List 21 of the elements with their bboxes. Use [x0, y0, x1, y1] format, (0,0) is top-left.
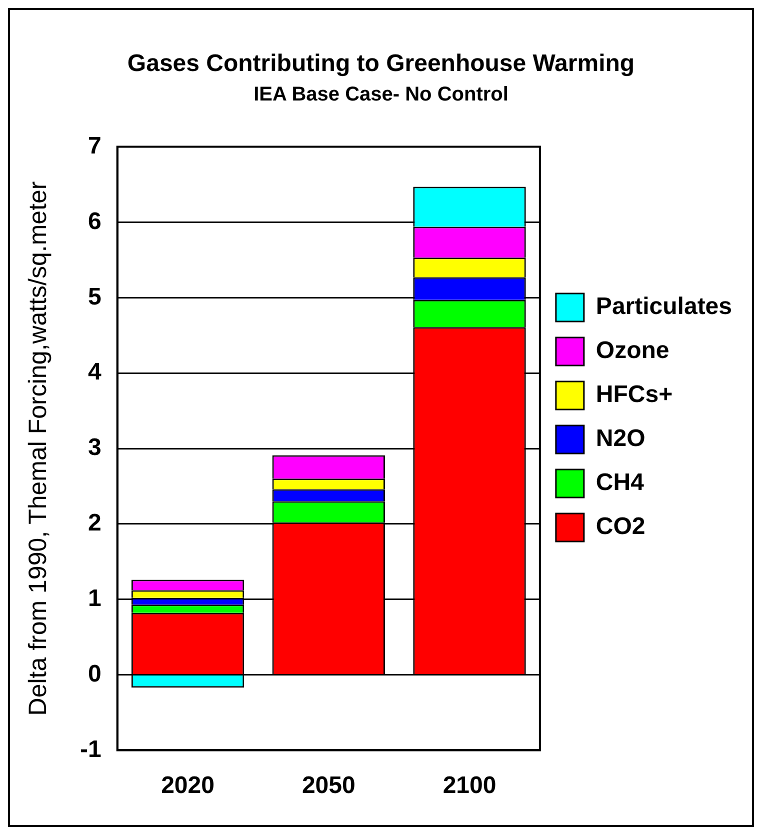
legend-label: Ozone — [596, 337, 670, 364]
legend-label: N2O — [596, 425, 646, 452]
chart-subtitle: IEA Base Case- No Control — [254, 83, 508, 106]
x-tick-label: 2050 — [302, 772, 356, 800]
y-tick-label: 3 — [88, 434, 102, 462]
y-tick-label: 4 — [88, 358, 102, 386]
y-tick-label: -1 — [80, 736, 102, 763]
x-tick-label: 2100 — [442, 772, 496, 800]
legend-label: CO2 — [596, 513, 646, 540]
y-tick-label: 7 — [88, 132, 102, 160]
y-tick-label: 1 — [88, 584, 102, 612]
x-tick-label: 2020 — [161, 772, 214, 800]
y-tick-label: 5 — [88, 283, 102, 310]
y-axis-title: Delta from 1990, Themal Forcing,watts/sq.meter — [24, 181, 52, 716]
legend-label: Particulates — [596, 293, 732, 320]
legend-label: CH4 — [596, 469, 645, 496]
legend-label: HFCs+ — [596, 381, 673, 408]
y-tick-label: 0 — [88, 660, 102, 688]
y-tick-label: 2 — [88, 510, 102, 537]
y-tick-label: 6 — [88, 208, 102, 235]
chart-title: Gases Contributing to Greenhouse Warming — [127, 50, 635, 78]
